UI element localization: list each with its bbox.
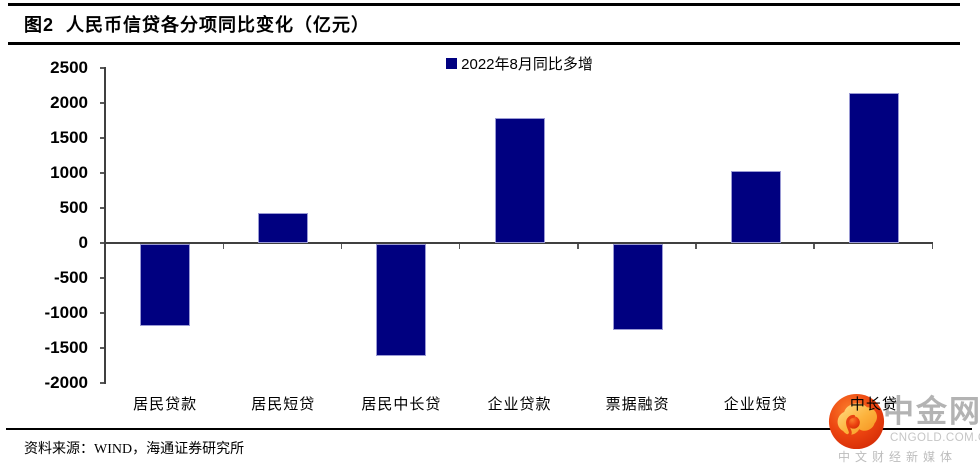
legend-swatch-icon	[446, 57, 458, 69]
x-axis-tick-mark	[813, 244, 815, 249]
cngold-cloud-logo-icon	[828, 393, 885, 450]
y-axis-tick-label: 500	[59, 198, 88, 217]
legend-label: 2022年8月同比多增	[461, 55, 593, 73]
x-axis-zero-line	[104, 242, 933, 244]
bar-票据融资	[612, 244, 663, 330]
y-axis-tick-label: -1500	[44, 338, 88, 357]
x-axis-tick-mark	[340, 244, 343, 249]
x-axis-tick-mark	[931, 244, 933, 249]
x-axis-tick-mark	[458, 244, 461, 249]
figure-title: 图2 人民币信贷各分项同比变化（亿元）	[24, 15, 371, 35]
y-axis-tick-mark	[100, 277, 106, 279]
bar-企业贷款	[494, 117, 545, 243]
y-axis-tick-label: 1000	[50, 163, 88, 182]
bar-中长贷	[848, 93, 899, 243]
x-axis-tick-mark	[222, 244, 225, 249]
x-axis-category-label: 企业短贷	[723, 397, 788, 413]
y-axis-tick-mark	[100, 172, 106, 174]
bar-居民贷款	[140, 244, 191, 327]
x-axis-category-label: 居民贷款	[133, 397, 198, 413]
watermark: 中金网 CNGOLD.COM.CN 中文财经新媒体	[826, 391, 980, 470]
y-axis-tick-label: -500	[53, 268, 88, 287]
y-axis-tick-mark	[100, 207, 106, 209]
source-note: 资料来源：WIND，海通证券研究所	[24, 442, 245, 457]
y-axis-tick-mark	[100, 242, 106, 244]
bar-居民短贷	[258, 213, 309, 243]
x-axis-category-label: 中长贷	[849, 397, 898, 413]
watermark-domain: CNGOLD.COM.CN	[890, 432, 980, 444]
bar-企业短贷	[730, 171, 781, 243]
x-axis-tick-mark	[577, 244, 579, 249]
x-axis-category-label: 居民中长贷	[361, 397, 442, 413]
watermark-tagline: 中文财经新媒体	[838, 450, 958, 464]
y-axis-tick-label: 2500	[50, 58, 88, 77]
bar-居民中长贷	[376, 244, 427, 357]
y-axis-tick-mark	[100, 347, 106, 349]
x-axis-category-label: 居民短贷	[251, 397, 316, 413]
title-divider	[8, 42, 960, 45]
y-axis-tick-label: 0	[78, 233, 88, 252]
watermark-brand: 中金网	[883, 394, 980, 429]
y-axis-tick-label: 1500	[50, 128, 88, 147]
top-divider	[8, 3, 960, 6]
x-axis-category-label: 票据融资	[605, 397, 670, 413]
y-axis-tick-label: -2000	[44, 373, 88, 392]
chart-legend: 2022年8月同比多增	[106, 54, 933, 73]
y-axis-tick-mark	[100, 67, 106, 69]
y-axis-tick-label: 2000	[50, 93, 88, 112]
y-axis-tick-label: -1000	[44, 303, 88, 322]
y-axis-tick-mark	[100, 382, 106, 384]
x-axis-category-label: 企业贷款	[487, 397, 552, 413]
footer-divider	[6, 428, 972, 430]
y-axis-line	[104, 67, 106, 384]
y-axis-tick-mark	[100, 312, 106, 314]
y-axis-tick-mark	[100, 137, 106, 139]
y-axis-tick-mark	[100, 102, 106, 104]
x-axis-tick-mark	[695, 244, 697, 249]
